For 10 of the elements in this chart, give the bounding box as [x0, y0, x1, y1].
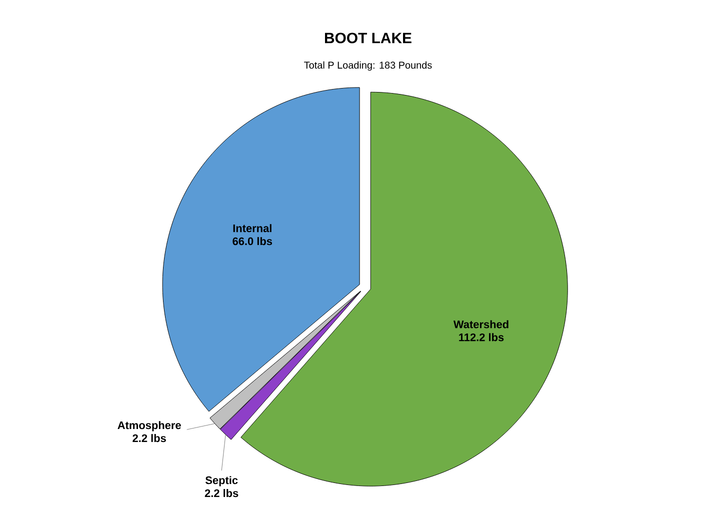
chart-title: BOOT LAKE	[325, 32, 412, 44]
data-label: 112.2 lbs	[459, 333, 504, 342]
slice-label: Watershed	[453, 320, 508, 328]
data-label: 66.0 lbs	[232, 237, 272, 246]
slice-label: Atmosphere	[118, 421, 181, 432]
chart-subtitle: Total P Loading: 183 Pounds	[304, 61, 432, 71]
data-label: 2.2 lbs	[204, 489, 238, 498]
slice-label: Septic	[205, 476, 238, 486]
data-label: 2.2 lbs	[132, 434, 166, 442]
slice-label: Internal	[233, 224, 272, 232]
